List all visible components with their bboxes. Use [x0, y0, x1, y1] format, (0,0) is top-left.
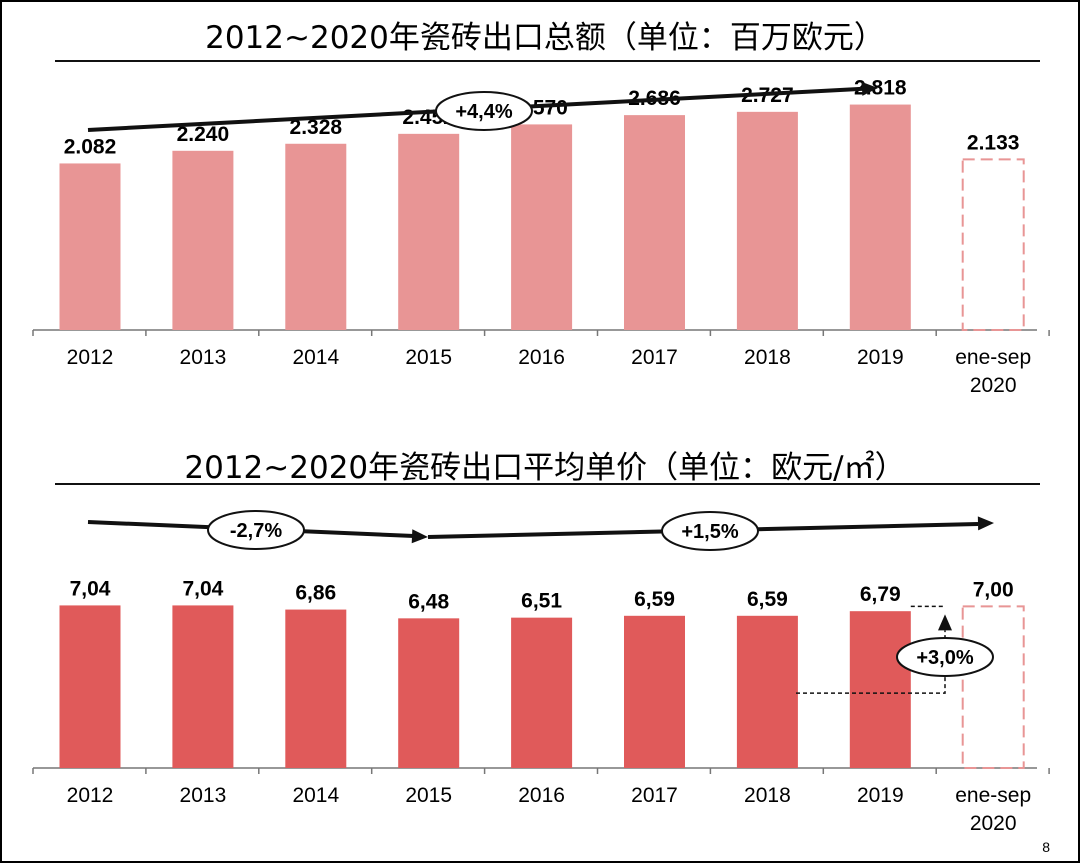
cagr-callout-label: +4,4% — [455, 101, 512, 123]
cagr-growth-callout-label: +1,5% — [681, 521, 738, 543]
export-value-bar — [285, 143, 347, 330]
export-value-x-tick-label: 2018 — [744, 346, 791, 369]
unit-price-x-tick-label: 2012 — [67, 784, 114, 807]
unit-price-bar — [285, 609, 347, 768]
unit-price-bar — [398, 618, 460, 768]
export-value-data-label: 2.082 — [64, 135, 117, 158]
export-value-x-tick-label: 2013 — [180, 346, 227, 369]
export-value-x-tick-label: 2019 — [857, 346, 904, 369]
change-arrow-head — [938, 614, 952, 631]
export-value-bar — [398, 133, 460, 330]
unit-price-bar-partial — [961, 605, 1025, 769]
unit-price-data-label: 6,79 — [860, 583, 901, 606]
export-value-x-tick-label: 2015 — [405, 346, 452, 369]
trend-arrow-head — [977, 516, 994, 531]
yoy-change-callout-label: +3,0% — [916, 647, 973, 669]
unit-price-bar — [59, 605, 121, 768]
export-value-x-tick-label: 2014 — [292, 346, 339, 369]
export-value-x-tick-label: 2012 — [67, 346, 114, 369]
unit-price-x-tick-label: 2016 — [518, 784, 565, 807]
unit-price-data-label: 6,59 — [747, 588, 788, 611]
unit-price-x-tick-label: 2013 — [180, 784, 227, 807]
unit-price-x-tick-label: 2014 — [292, 784, 339, 807]
unit-price-data-label: 6,48 — [408, 590, 449, 613]
unit-price-bar — [849, 611, 911, 768]
export-value-chart: 2.08220122.24020132.32820142.45220152.57… — [32, 77, 1050, 397]
unit-price-bar — [624, 615, 685, 768]
trend-arrow-head — [411, 529, 428, 544]
export-value-x-tick-label: 2017 — [631, 346, 678, 369]
export-value-data-label: 2.328 — [290, 116, 343, 139]
unit-price-x-tick-label: 2017 — [631, 784, 678, 807]
page-number: 8 — [1042, 839, 1050, 855]
title-underline-1 — [55, 60, 1040, 62]
unit-price-data-label: 6,86 — [295, 582, 336, 605]
cagr-decline-callout-oval — [207, 510, 305, 550]
export-value-bar — [59, 163, 121, 330]
export-value-bar — [736, 111, 798, 330]
cagr-decline-callout-label: -2,7% — [230, 520, 282, 542]
export-value-data-label: 2.133 — [967, 131, 1020, 154]
export-value-data-label: 2.240 — [177, 123, 230, 146]
unit-price-x-tick-label: ene-sep 2020 — [955, 784, 1031, 835]
export-value-data-label: 2.818 — [854, 77, 907, 100]
unit-price-data-label: 7,04 — [182, 577, 223, 600]
chart-title-unit-price: 2012~2020年瓷砖出口平均单价（单位：欧元/㎡） — [184, 450, 906, 486]
unit-price-bar — [172, 605, 234, 768]
export-value-bar — [624, 115, 685, 331]
trend-arrow-head — [861, 81, 878, 96]
unit-price-bar — [736, 615, 798, 768]
unit-price-data-label: 7,04 — [70, 577, 111, 600]
title-underline-2 — [55, 483, 1040, 485]
unit-price-data-label: 6,51 — [521, 590, 562, 613]
unit-price-bar — [511, 617, 573, 768]
chart-title-export-value: 2012~2020年瓷砖出口总额（单位：百万欧元） — [205, 20, 885, 56]
unit-price-x-tick-label: 2018 — [744, 784, 791, 807]
export-value-x-tick-label: 2016 — [518, 346, 565, 369]
unit-price-x-tick-label: 2019 — [857, 784, 904, 807]
unit-price-data-label: 7,00 — [973, 578, 1014, 601]
export-value-bar — [172, 150, 234, 330]
export-value-bar — [511, 124, 573, 331]
export-value-bar — [849, 104, 911, 330]
unit-price-data-label: 6,59 — [634, 588, 675, 611]
cagr-callout-oval — [435, 91, 533, 131]
export-value-bar-partial — [961, 158, 1025, 331]
cagr-growth-callout-oval — [661, 511, 759, 551]
unit-price-x-tick-label: 2015 — [405, 784, 452, 807]
export-value-x-tick-label: ene-sep 2020 — [955, 346, 1031, 397]
yoy-change-callout-oval — [896, 637, 994, 677]
